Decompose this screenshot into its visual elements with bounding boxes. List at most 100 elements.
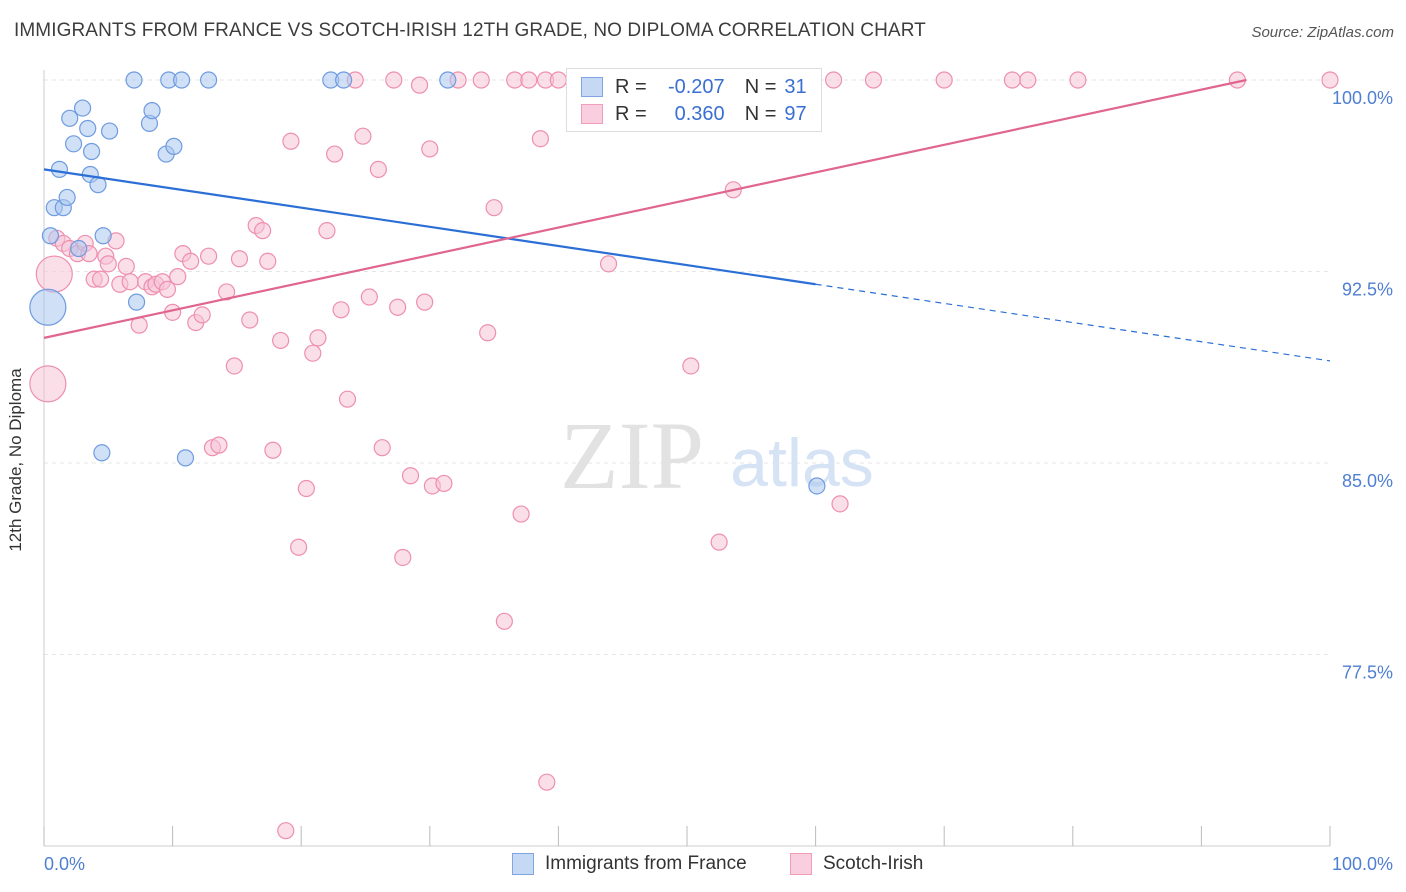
bottom-swatch-france xyxy=(512,853,534,875)
scotch-irish-point xyxy=(264,441,282,459)
scotch-irish-point xyxy=(435,474,453,493)
scotch-irish-point xyxy=(309,329,327,347)
x-tick-labels: 0.0% 100.0% xyxy=(44,854,1393,874)
scotch-irish-point xyxy=(360,288,378,306)
legend-r-value-france: -0.207 xyxy=(667,75,725,98)
scotch-irish-point xyxy=(241,311,259,329)
scotch-irish-point xyxy=(825,71,843,89)
scotch-irish-point xyxy=(394,548,412,567)
bottom-legend-scotch: Scotch-Irish xyxy=(790,852,923,876)
watermark-zip: ZIP xyxy=(560,402,704,509)
scotch-irish-point xyxy=(297,479,315,498)
scotch-irish-point xyxy=(1321,71,1339,89)
y-tick-label: 92.5% xyxy=(1342,280,1393,300)
scotch-irish-point xyxy=(389,298,407,316)
watermark: ZIP atlas xyxy=(560,402,874,509)
scotch-irish-point xyxy=(831,495,849,513)
trend-lines xyxy=(43,78,1331,362)
france-point xyxy=(82,142,101,161)
scotch-irish-point xyxy=(326,145,344,163)
bottom-legend-france: Immigrants from France xyxy=(512,852,747,876)
scotch-irish-point xyxy=(495,612,513,630)
legend-row-scotch: R = 0.360 N = 97 xyxy=(581,102,807,126)
scotch-irish-point xyxy=(472,71,490,89)
scotch-irish-point xyxy=(210,436,228,454)
france-point xyxy=(79,119,97,138)
scotch-irish-point xyxy=(1069,71,1087,89)
france-point xyxy=(61,109,79,127)
scotch-irish-point xyxy=(369,160,387,178)
france-point xyxy=(125,71,143,89)
legend-n-value-france: 31 xyxy=(784,75,807,98)
france-point xyxy=(29,288,67,326)
scotch-irish-point xyxy=(91,270,110,288)
scotch-irish-point xyxy=(599,255,618,273)
scotch-irish-point xyxy=(99,255,117,273)
scotch-irish-point xyxy=(710,533,728,551)
scotch-irish-point xyxy=(254,222,272,240)
france-point xyxy=(50,160,69,178)
legend-n-label: N = xyxy=(744,75,777,98)
legend-swatch-scotch xyxy=(581,104,603,124)
legend-n-value-scotch: 97 xyxy=(784,102,807,125)
bottom-legend-label-france: Immigrants from France xyxy=(545,853,747,874)
scotch-irish-point xyxy=(218,283,236,301)
scotch-irish-point xyxy=(935,71,953,89)
legend-row-france: R = -0.207 N = 31 xyxy=(581,75,807,99)
scotch-irish-point xyxy=(520,71,538,89)
france-point xyxy=(100,122,119,140)
scotch-irish-point xyxy=(182,252,200,270)
y-tick-label: 85.0% xyxy=(1342,471,1393,491)
scotch-irish-point xyxy=(421,140,439,158)
france-point xyxy=(93,444,111,462)
scotch-irish-point xyxy=(117,257,135,275)
bottom-legend-label-scotch: Scotch-Irish xyxy=(823,853,924,874)
scotch-irish-point xyxy=(304,344,322,362)
scotch-irish-point xyxy=(332,301,350,319)
scotch-irish-point xyxy=(512,505,530,523)
france-point xyxy=(335,71,353,89)
correlation-legend: R = -0.207 N = 31 R = 0.360 N = 97 xyxy=(566,68,822,132)
france-point xyxy=(64,135,83,153)
scotch-irish-point xyxy=(682,357,700,375)
france-point xyxy=(173,71,191,89)
legend-n-label: N = xyxy=(744,102,777,125)
scotch-irish-point xyxy=(485,199,503,217)
scotch-irish-point xyxy=(200,247,218,265)
scotch-irish-point xyxy=(277,822,295,840)
scotch-irish-point xyxy=(225,357,243,375)
scotch-irish-point xyxy=(1003,71,1021,89)
y-tick-label: 77.5% xyxy=(1342,663,1393,683)
scotch-irish-point xyxy=(272,331,290,350)
scotch-irish-point xyxy=(158,280,177,298)
france-point xyxy=(73,99,92,117)
france-trend-line xyxy=(43,168,816,286)
y-tick-label: 100.0% xyxy=(1332,88,1393,108)
scotch-irish-point xyxy=(416,293,434,311)
y-tick-labels: 100.0% 92.5% 85.0% 77.5% xyxy=(1332,88,1393,683)
source-label: Source: ZipAtlas.com xyxy=(1251,24,1394,41)
scotch-irish-point xyxy=(410,76,429,94)
scotch-irish-point xyxy=(29,365,67,403)
legend-r-label: R = xyxy=(615,102,647,125)
legend-r-label: R = xyxy=(615,75,647,98)
bottom-swatch-scotch xyxy=(790,853,812,875)
scotch-irish-point xyxy=(338,390,357,408)
scotch-irish-point xyxy=(1019,71,1037,89)
scotch-irish-point xyxy=(354,127,372,145)
scotch-irish-point xyxy=(193,306,211,324)
scotch-irish-point xyxy=(549,71,568,89)
france-point xyxy=(439,71,457,89)
france-point xyxy=(165,137,183,155)
legend-r-value-scotch: 0.360 xyxy=(674,102,725,125)
scotch-irish-point xyxy=(259,252,277,270)
y-axis-label: 12th Grade, No Diploma xyxy=(6,368,25,552)
scotch-irish-trend-line xyxy=(43,78,1247,339)
x-tick-label: 100.0% xyxy=(1332,854,1393,874)
scotch-irish-point xyxy=(290,538,308,556)
france-point xyxy=(41,227,60,245)
watermark-atlas: atlas xyxy=(730,425,874,501)
scotch-irish-point xyxy=(35,255,73,293)
france-point xyxy=(143,102,161,120)
